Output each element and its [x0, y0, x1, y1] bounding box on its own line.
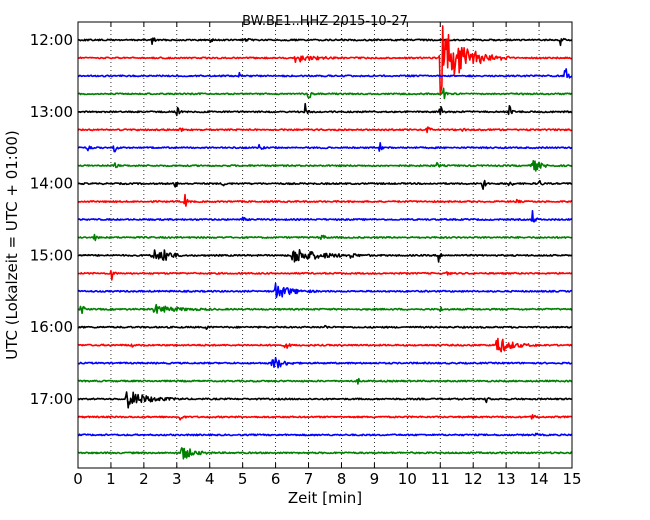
x-tick-label: 10: [398, 470, 417, 488]
x-tick-label: 0: [73, 470, 83, 488]
trace-14:15: [77, 193, 573, 207]
x-tick-label: 4: [205, 470, 215, 488]
trace-13:30: [77, 142, 573, 153]
y-tick-label: 12:00: [30, 31, 73, 49]
trace-17:45: [77, 447, 573, 460]
trace-16:45: [77, 377, 573, 385]
grid-lines: [110, 22, 540, 468]
trace-13:15: [77, 126, 573, 134]
x-tick-label: 2: [139, 470, 149, 488]
x-tick-label: 8: [337, 470, 347, 488]
trace-17:15: [77, 413, 573, 421]
trace-17:30: [77, 432, 573, 437]
trace-12:00: [77, 37, 573, 47]
y-tick-label: 17:00: [30, 390, 73, 408]
trace-17:00: [77, 391, 573, 409]
trace-12:45: [77, 87, 573, 100]
trace-14:30: [77, 210, 573, 223]
trace-15:15: [77, 269, 573, 281]
x-tick-label: 6: [271, 470, 281, 488]
trace-12:30: [77, 68, 573, 79]
y-tick-label: 14:00: [30, 175, 73, 193]
y-tick-label: 16:00: [30, 318, 73, 336]
y-axis: 12:00 13:00 14:00 15:00 16:00 17:00: [30, 31, 572, 408]
x-tick-label: 12: [464, 470, 483, 488]
x-tick-label: 9: [370, 470, 380, 488]
x-tick-label: 7: [304, 470, 314, 488]
plot-frame: [77, 21, 573, 469]
y-axis-label: UTC (Lokalzeit = UTC + 01:00): [3, 130, 21, 360]
trace-13:00: [77, 102, 573, 117]
trace-16:15: [78, 337, 573, 353]
trace-15:00: [78, 249, 573, 263]
x-tick-label: 15: [562, 470, 581, 488]
x-axis-label: Zeit [min]: [288, 489, 362, 507]
trace-15:45: [77, 303, 573, 315]
x-tick-label: 13: [497, 470, 516, 488]
trace-14:45: [77, 233, 573, 242]
x-tick-label: 14: [530, 470, 549, 488]
y-tick-label: 15:00: [30, 246, 73, 264]
trace-16:30: [77, 356, 573, 369]
seismogram-traces: [77, 25, 573, 460]
trace-14:00: [77, 179, 573, 190]
trace-15:30: [77, 282, 573, 299]
trace-13:45: [77, 160, 573, 172]
trace-16:00: [77, 324, 573, 331]
y-tick-label: 13:00: [30, 103, 73, 121]
x-tick-label: 5: [238, 470, 248, 488]
x-axis: 0 1 2 3 4 5 6 7 8 9 10 11 12 13 14 15: [73, 22, 582, 488]
x-tick-label: 3: [172, 470, 182, 488]
x-tick-label: 1: [106, 470, 116, 488]
x-tick-label: 11: [431, 470, 450, 488]
trace-12:15: [77, 25, 573, 96]
